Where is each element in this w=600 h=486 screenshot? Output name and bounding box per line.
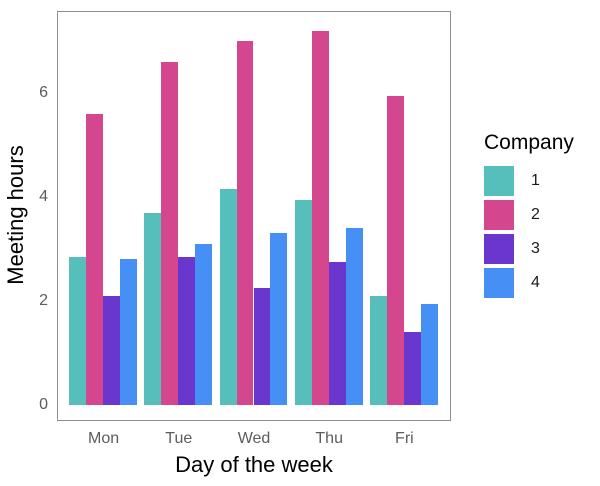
x-tick-label-mon: Mon	[88, 430, 120, 447]
bar-tue-company-2	[161, 61, 179, 405]
y-axis-title: Meeting hours	[3, 145, 28, 285]
bar-mon-company-1	[69, 256, 87, 405]
bar-fri-company-2	[386, 95, 404, 405]
bar-fri-company-1	[370, 295, 387, 405]
bar-mon-company-4	[120, 259, 137, 405]
x-tick-label-tue: Tue	[165, 430, 193, 447]
y-tick-label-0: 0	[39, 395, 48, 413]
bar-tue-company-4	[195, 243, 213, 405]
legend-item-company-2: 2	[484, 200, 574, 230]
x-tick-label-fri: Fri	[395, 430, 414, 447]
x-tick-label-thu: Thu	[315, 430, 343, 447]
legend: Company 1 2 3 4	[484, 131, 574, 302]
bar-tue-company-1	[144, 212, 162, 405]
bar-fri-company-3	[403, 332, 421, 405]
bar-tue-company-3	[178, 256, 196, 405]
y-tick-label-2: 2	[39, 291, 48, 309]
bar-wed-company-3	[253, 288, 271, 405]
plot-panel	[57, 11, 451, 421]
y-tick-label-6: 6	[39, 83, 48, 101]
bar-mon-company-3	[103, 295, 121, 405]
y-tick-label-4: 4	[39, 187, 48, 205]
bar-wed-company-4	[270, 233, 288, 405]
bar-thu-company-3	[328, 262, 346, 405]
legend-swatch-company-1	[484, 166, 514, 196]
x-axis-title: Day of the week	[175, 452, 333, 477]
bar-fri-company-4	[420, 303, 438, 405]
bar-wed-company-1	[219, 189, 237, 405]
legend-label-company-2: 2	[531, 206, 540, 223]
legend-label-company-3: 3	[531, 240, 540, 257]
bar-mon-company-2	[86, 113, 104, 405]
legend-swatch-company-4	[484, 268, 514, 298]
legend-items: 1 2 3 4	[484, 166, 574, 298]
bar-thu-company-2	[311, 30, 329, 405]
legend-swatch-company-2	[484, 200, 514, 230]
bar-thu-company-1	[294, 199, 312, 405]
bar-wed-company-2	[236, 41, 254, 405]
legend-swatch-company-3	[484, 234, 514, 264]
bar-thu-company-4	[345, 228, 363, 405]
x-tick-label-wed: Wed	[237, 430, 271, 447]
legend-title: Company	[484, 131, 574, 154]
legend-label-company-4: 4	[531, 274, 540, 291]
legend-label-company-1: 1	[531, 172, 540, 189]
legend-item-company-1: 1	[484, 166, 574, 196]
legend-item-company-3: 3	[484, 234, 574, 264]
legend-item-company-4: 4	[484, 268, 574, 298]
